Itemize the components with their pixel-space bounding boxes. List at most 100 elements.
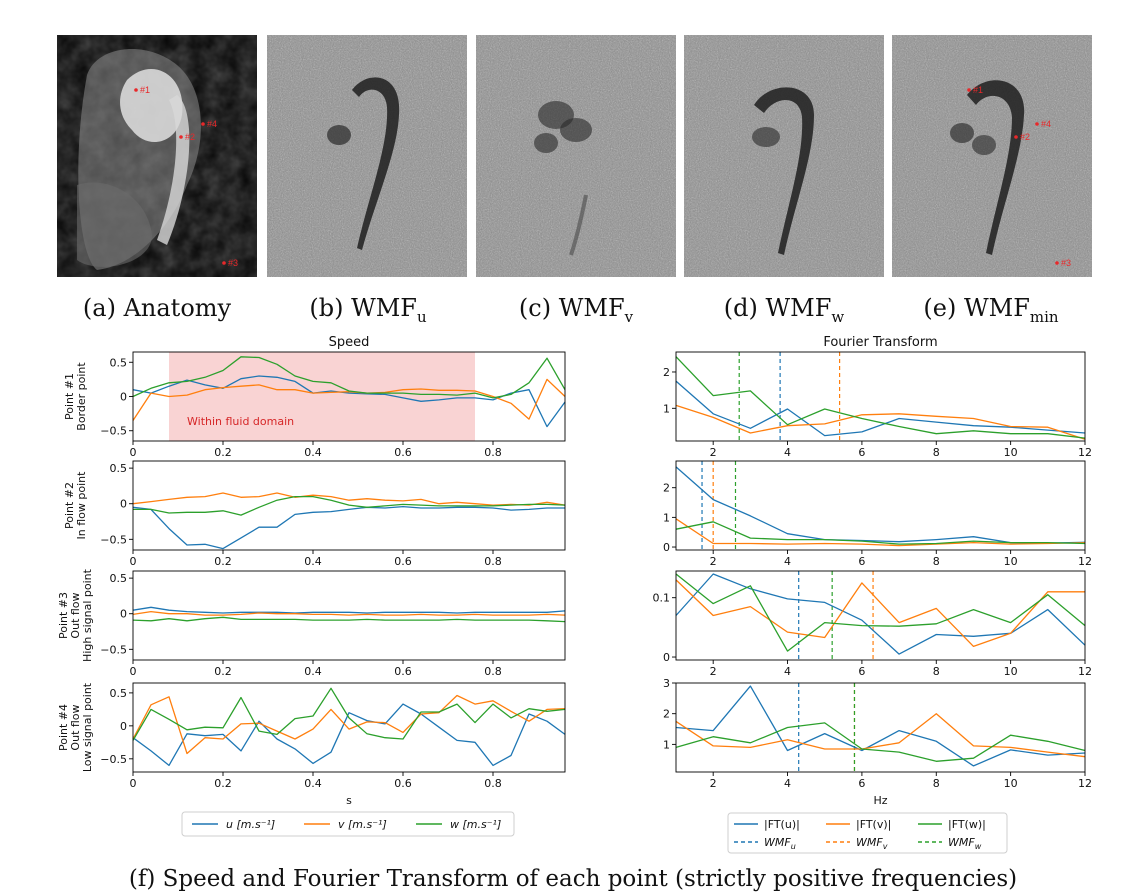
marker-label-e-2: #2 <box>1020 132 1030 142</box>
x-tick-label: 0.8 <box>484 777 502 790</box>
x-tick-label: 0.6 <box>394 665 412 678</box>
anatomy-image <box>57 35 257 277</box>
row-ylabel-line: Out flow <box>69 592 82 638</box>
x-tick-label: 0.4 <box>304 777 322 790</box>
legend-box <box>181 811 515 837</box>
marker-label-e-3: #3 <box>1061 258 1071 268</box>
series-v-line <box>675 518 1086 547</box>
series-w-line <box>133 495 566 516</box>
panel-caption-b: (b) WMFu <box>309 294 427 326</box>
x-tick-label: 0.2 <box>214 777 232 790</box>
series-v-line <box>675 713 1086 758</box>
series-v-line <box>675 579 1085 648</box>
x-axis-label-0: s <box>346 794 352 807</box>
marker-label-a-2: #2 <box>185 132 195 142</box>
x-tick-label: 4 <box>784 446 791 459</box>
marker-label-a-3: #3 <box>228 258 238 268</box>
marker-dot-e-2 <box>1014 135 1018 139</box>
x-axis-label-1: Hz <box>873 794 887 807</box>
x-tick-label: 0 <box>130 446 137 459</box>
y-tick-label: 0 <box>663 541 670 554</box>
row-ylabel-line: Border point <box>75 362 88 431</box>
x-tick-label: 0.6 <box>394 446 412 459</box>
x-tick-label: 10 <box>1004 446 1018 459</box>
y-tick-label: 0.1 <box>653 592 671 605</box>
x-tick-label: 2 <box>710 665 717 678</box>
axes-frame <box>675 460 1086 551</box>
chart-title-0: Speed <box>329 335 370 350</box>
x-tick-label: 0 <box>130 555 137 568</box>
row-ylabel-line: In flow point <box>75 471 88 540</box>
series-w-line <box>675 356 1086 439</box>
y-tick-label: 0.5 <box>110 462 128 475</box>
legend-label: |FT(w)| <box>948 818 986 831</box>
x-tick-label: 4 <box>784 777 791 790</box>
x-tick-label: 0.4 <box>304 665 322 678</box>
x-tick-label: 6 <box>858 777 865 790</box>
x-tick-label: 6 <box>858 555 865 568</box>
series-w-line <box>132 687 566 741</box>
series-u-line <box>132 703 566 767</box>
axes-frame <box>675 351 1086 442</box>
series-u-line <box>675 380 1086 437</box>
series-v-line <box>132 492 566 506</box>
x-tick-label: 12 <box>1078 777 1092 790</box>
x-tick-label: 0.8 <box>484 555 502 568</box>
wmf-min-image <box>892 35 1092 277</box>
marker-dot-1 <box>134 88 138 92</box>
series-u-line <box>132 505 565 550</box>
legend-label: w [m.s⁻¹] <box>450 818 501 831</box>
point-markers-layer: #1 #2 #3 #4 #1 #2 #3 #4 <box>134 85 1071 268</box>
y-tick-label: 0.5 <box>110 687 128 700</box>
legend-label-sub: w <box>975 842 982 851</box>
x-tick-label: 0.2 <box>214 555 232 568</box>
fluid-span-shade <box>169 352 475 441</box>
x-tick-label: 2 <box>710 446 717 459</box>
x-tick-label: 0 <box>130 665 137 678</box>
x-tick-label: 12 <box>1078 555 1092 568</box>
y-tick-label: 0.5 <box>110 572 128 585</box>
axes-frame <box>132 460 566 551</box>
y-tick-label: 0 <box>120 720 127 733</box>
x-tick-label: 0.2 <box>214 665 232 678</box>
y-tick-label: 2 <box>663 482 670 495</box>
figure-caption: (f) Speed and Fourier Transform of each … <box>128 866 1018 892</box>
x-tick-label: 10 <box>1004 555 1018 568</box>
x-tick-label: 0.4 <box>304 555 322 568</box>
x-tick-label: 6 <box>858 446 865 459</box>
speed-legend: u [m.s⁻¹] v [m.s⁻¹] w [m.s⁻¹] <box>181 811 515 837</box>
x-tick-label: 12 <box>1078 446 1092 459</box>
legend-box <box>727 812 1008 854</box>
panel-caption-a: (a) Anatomy <box>82 294 232 322</box>
x-tick-label: 2 <box>710 555 717 568</box>
fluid-span-label: Within fluid domain <box>187 415 294 428</box>
marker-dot-e-4 <box>1035 122 1039 126</box>
x-tick-label: 0.6 <box>394 777 412 790</box>
y-tick-label: 0 <box>120 608 127 621</box>
panel-caption-c: (c) WMFv <box>518 294 634 326</box>
y-tick-label: 1 <box>663 738 670 751</box>
marker-label-e-4: #4 <box>1041 119 1051 129</box>
x-tick-label: 0.6 <box>394 555 412 568</box>
marker-label-e-1: #1 <box>973 85 983 95</box>
x-tick-label: 12 <box>1078 665 1092 678</box>
marker-dot-4 <box>201 122 205 126</box>
x-tick-label: 4 <box>784 555 791 568</box>
axes-frame <box>132 570 566 661</box>
x-tick-label: 4 <box>784 665 791 678</box>
legend-label: WMFw <box>948 836 982 851</box>
x-tick-label: 0.2 <box>214 446 232 459</box>
x-tick-label: 0.4 <box>304 446 322 459</box>
x-tick-label: 2 <box>710 777 717 790</box>
x-tick-label: 8 <box>933 665 940 678</box>
marker-label-a-1: #1 <box>140 85 150 95</box>
series-w-line <box>132 616 566 623</box>
marker-dot-2 <box>179 135 183 139</box>
y-tick-label: −0.5 <box>100 425 127 438</box>
subplot-1-0: 212 4 6 8 10 12 <box>663 351 1092 459</box>
legend-label: WMFv <box>856 836 888 851</box>
